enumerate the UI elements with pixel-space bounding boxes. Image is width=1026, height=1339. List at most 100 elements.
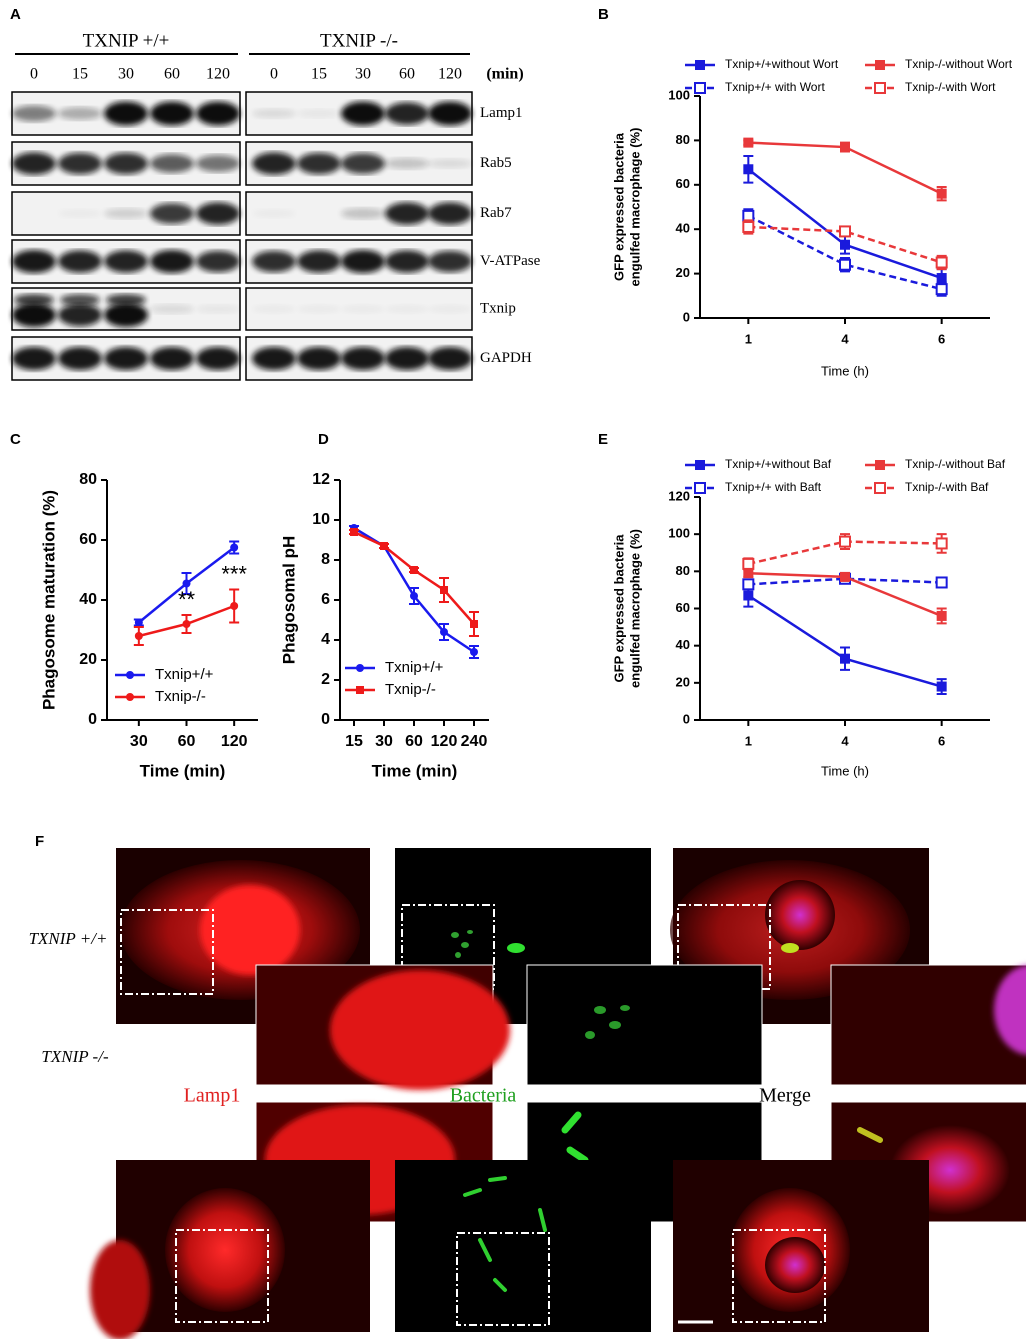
band [196,304,240,314]
band [12,346,56,371]
x-tick-label: 120 [221,733,248,750]
marker [695,60,705,70]
marker [935,256,948,269]
image [395,1160,651,1332]
band [58,107,102,120]
marker [935,283,948,296]
legend-label: Txnip+/+ with Baft [725,480,822,494]
nucleus [994,965,1026,1055]
y-tick-label: 10 [312,511,330,528]
x-tick-label: 4 [841,331,849,346]
time-label: 60 [399,66,415,83]
protein-label: V-ATPase [480,253,541,269]
band [297,346,341,371]
band [428,346,472,371]
micrographs [90,848,1026,1339]
marker [182,579,191,588]
x-tick-label: 6 [938,733,945,748]
protein-label: GAPDH [480,350,532,366]
x-tick-label: 15 [345,733,363,750]
marker [936,273,947,284]
marker [440,628,448,636]
channel-label: Lamp1 [184,1085,241,1107]
y-tick-label: 100 [668,87,690,102]
y-tick-label: 0 [321,711,330,728]
marker [380,542,388,550]
cell [165,1188,285,1312]
band [150,154,194,173]
x-tick-label: 60 [405,733,423,750]
marker [350,528,358,536]
band [297,250,341,273]
bacteria [585,1005,630,1039]
x-tick-label: 30 [375,733,393,750]
band [341,153,385,174]
x-tick-label: 4 [841,733,849,748]
marker [935,537,948,550]
band [104,152,148,175]
band [104,250,148,273]
marker [839,535,851,548]
series-line [747,214,942,291]
marker [695,460,705,470]
marker [742,220,755,233]
band [150,304,194,314]
band [12,303,56,327]
legend-label: Txnip-/-with Baf [905,480,989,494]
annotation: *** [221,561,247,586]
marker [935,576,948,589]
band [385,157,429,170]
band [104,303,148,327]
band [297,109,341,118]
marker [230,543,239,552]
band [104,346,148,371]
y-tick-label: 2 [321,671,330,688]
time-label: 30 [118,66,134,83]
band [12,152,56,175]
band [196,346,240,371]
y-tick-label: 80 [676,563,690,578]
band [341,101,385,126]
y-axis-label: Phagosomal pH [279,536,298,664]
time-label: 120 [438,66,462,83]
legend-label: Txnip-/-without Wort [905,57,1013,71]
band [252,346,296,371]
band [385,305,429,313]
band [252,209,296,217]
band [385,202,429,225]
legend-label: Txnip+/+ [155,666,214,683]
inset [526,964,763,1086]
time-label: 0 [270,66,278,83]
time-unit: (min) [486,66,523,83]
band [341,305,385,313]
band [58,209,102,217]
marker [743,568,754,579]
marker [875,460,885,470]
marker [440,586,448,594]
inset [830,964,1026,1086]
band [341,249,385,274]
marker [134,632,143,640]
protein-label: Rab7 [480,205,512,221]
annotation: ** [178,587,196,612]
marker [182,620,191,628]
x-axis-label: Time (h) [821,763,869,778]
bacterium [507,943,525,953]
marker [936,610,947,621]
y-axis-label: Phagosome maturation (%) [39,490,58,710]
roi [120,904,771,995]
band [196,155,240,172]
y-tick-label: 12 [312,471,330,488]
x-tick-label: 1 [745,331,752,346]
band [252,250,296,273]
y-tick-label: 20 [676,674,690,689]
band [196,101,240,126]
panel-label: E [598,431,608,448]
marker [694,82,706,94]
channel-label: Merge [759,1085,811,1107]
marker [470,620,478,628]
y-tick-label: 60 [676,600,690,615]
marker [230,602,239,610]
bacterium [781,943,799,953]
